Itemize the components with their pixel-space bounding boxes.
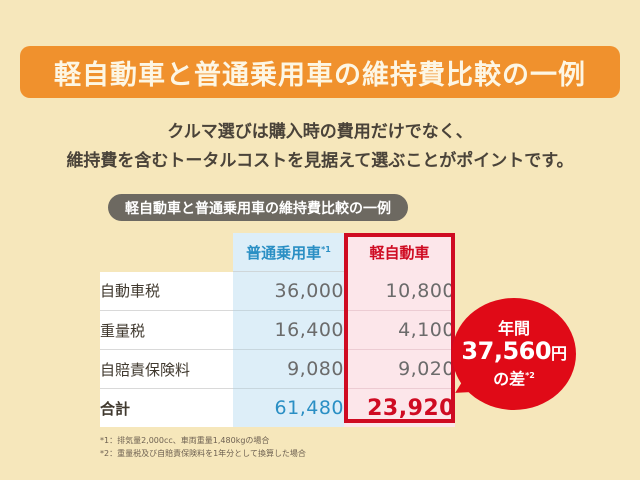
bubble-amount: 37,560円 [461, 336, 567, 367]
page-title: 軽自動車と普通乗用車の維持費比較の一例 [54, 59, 586, 91]
row-label-total: 合計 [100, 388, 233, 427]
subtitle-block: クルマ選びは購入時の費用だけでなく、 維持費を含むトータルコストを見据えて選ぶこ… [0, 118, 640, 176]
row-label-automobile-tax: 自動車税 [100, 271, 233, 311]
header-normal-car-footnote-marker: *1 [321, 244, 331, 254]
annual-saving-bubble: 年間 37,560円 の差*2 [452, 298, 576, 410]
value-normal-liability-insurance: 9,080 [233, 349, 344, 389]
value-normal-weight-tax: 16,400 [233, 310, 344, 350]
bubble-footnote-marker: *2 [525, 370, 535, 380]
row-label-liability-insurance: 自賠責保険料 [100, 349, 233, 389]
header-kei-car: 軽自動車 [344, 233, 455, 272]
row-label-weight-tax: 重量税 [100, 310, 233, 350]
table-row: 自動車税 36,000 10,800 [100, 271, 455, 311]
table-caption-label: 軽自動車と普通乗用車の維持費比較の一例 [125, 200, 391, 217]
value-kei-weight-tax: 4,100 [344, 310, 455, 350]
subtitle-line-1: クルマ選びは購入時の費用だけでなく、 [167, 122, 473, 142]
table-row: 重量税 16,400 4,100 [100, 310, 455, 350]
value-kei-liability-insurance: 9,020 [344, 349, 455, 389]
bubble-difference-text: の差 [493, 369, 526, 389]
header-normal-car-label: 普通乗用車 [246, 243, 322, 262]
table-total-row: 合計 61,480 23,920 [100, 388, 455, 427]
value-normal-automobile-tax: 36,000 [233, 271, 344, 311]
table-caption-pill: 軽自動車と普通乗用車の維持費比較の一例 [108, 194, 408, 221]
header-item-blank [100, 233, 233, 272]
bubble-difference-label: の差*2 [493, 367, 535, 388]
title-banner: 軽自動車と普通乗用車の維持費比較の一例 [20, 46, 620, 98]
bubble-body: 年間 37,560円 の差*2 [452, 298, 576, 410]
subtitle-line-2: 維持費を含むトータルコストを見据えて選ぶことがポイントです。 [66, 151, 574, 171]
value-kei-total: 23,920 [344, 388, 455, 427]
header-kei-car-label: 軽自動車 [369, 243, 430, 262]
footnotes-block: *1：排気量2,000cc、車両重量1,480kgの場合 *2：重量税及び自賠責… [100, 434, 306, 460]
cost-comparison-table: 普通乗用車*1 軽自動車 自動車税 36,000 10,800 重量税 16,4… [100, 233, 455, 427]
table-row: 自賠責保険料 9,080 9,020 [100, 349, 455, 389]
footnote-1: *1：排気量2,000cc、車両重量1,480kgの場合 [100, 436, 270, 445]
value-kei-automobile-tax: 10,800 [344, 271, 455, 311]
footnote-2: *2：重量税及び自賠責保険料を1年分として換算した場合 [100, 449, 306, 458]
table-header-row: 普通乗用車*1 軽自動車 [100, 233, 455, 272]
bubble-currency-unit: 円 [551, 343, 567, 363]
bubble-amount-value: 37,560 [461, 336, 552, 365]
bubble-period-label: 年間 [497, 318, 530, 338]
header-normal-car: 普通乗用車*1 [233, 233, 344, 272]
value-normal-total: 61,480 [233, 388, 344, 427]
